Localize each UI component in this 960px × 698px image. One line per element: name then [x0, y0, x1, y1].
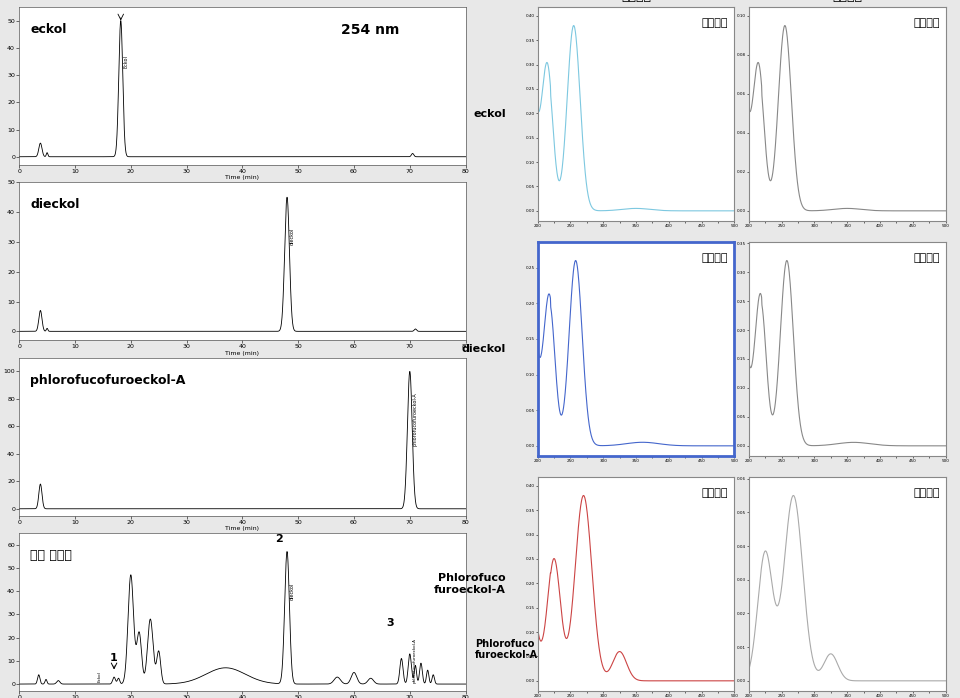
Text: 곰피 추출물: 곰피 추출물 [31, 549, 72, 562]
Text: dieckol: dieckol [31, 198, 80, 211]
Text: Eckol: Eckol [97, 671, 102, 681]
Text: phlorofucofuroeckol-A: phlorofucofuroeckol-A [413, 639, 417, 683]
Text: 표준용액: 표준용액 [621, 0, 651, 3]
Text: 1: 1 [110, 653, 118, 663]
Text: phlorofucofuroeckol-A: phlorofucofuroeckol-A [31, 373, 185, 387]
Text: 시험용액: 시험용액 [913, 253, 940, 262]
Text: phlorofucofuroeckol-A: phlorofucofuroeckol-A [413, 393, 418, 447]
Text: Phlorofuco
furoeckol-A: Phlorofuco furoeckol-A [434, 573, 506, 595]
X-axis label: Time (min): Time (min) [226, 526, 259, 531]
Text: 표준용액: 표준용액 [702, 488, 729, 498]
Text: 표준용액: 표준용액 [702, 253, 729, 262]
Text: 시험용액: 시험용액 [913, 488, 940, 498]
Text: 시험용액: 시험용액 [832, 0, 862, 3]
Text: 2: 2 [275, 535, 282, 544]
X-axis label: Time (min): Time (min) [226, 175, 259, 181]
Text: Phlorofuco
furoeckol-A: Phlorofuco furoeckol-A [475, 639, 539, 660]
Text: dieckol: dieckol [290, 583, 295, 600]
Text: 3: 3 [387, 618, 395, 628]
Text: eckol: eckol [473, 109, 506, 119]
Text: dieckol: dieckol [290, 228, 295, 244]
Text: 표준용액: 표준용액 [702, 17, 729, 28]
Text: 254 nm: 254 nm [341, 23, 399, 37]
X-axis label: Time (min): Time (min) [226, 351, 259, 356]
Text: dieckol: dieckol [462, 344, 506, 354]
Text: 시험용액: 시험용액 [913, 17, 940, 28]
Text: Eckol: Eckol [124, 55, 129, 68]
Text: eckol: eckol [31, 23, 67, 36]
